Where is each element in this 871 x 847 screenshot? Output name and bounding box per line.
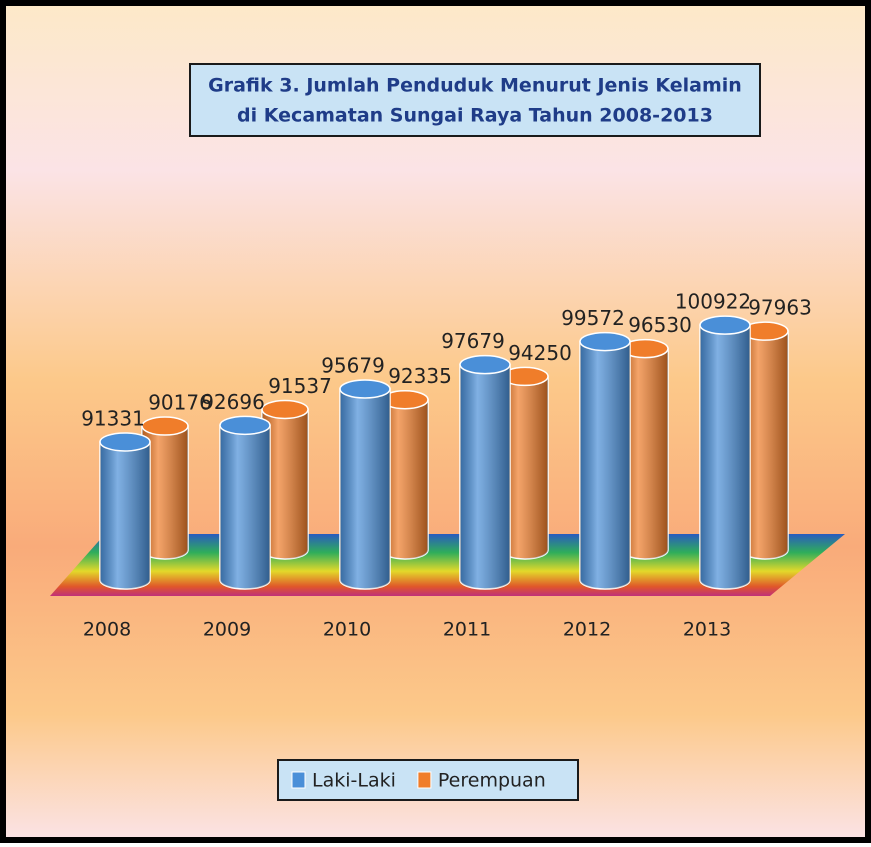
data-label: 94250 [508, 341, 572, 365]
chart-title: di Kecamatan Sungai Raya Tahun 2008-2013 [237, 105, 713, 127]
cylinder-shade [580, 341, 630, 589]
cylinder-shade [220, 425, 270, 589]
legend-swatch [417, 771, 432, 789]
data-label: 97963 [748, 296, 812, 320]
cylinder-shade [700, 325, 750, 589]
x-tick-label: 2013 [683, 619, 731, 641]
title-box [189, 63, 761, 137]
x-tick-label: 2010 [323, 619, 371, 641]
data-label: 97679 [441, 329, 505, 353]
cylinder-top [219, 415, 271, 436]
data-label: 96530 [628, 313, 692, 337]
legend-label: Laki-Laki [312, 770, 396, 792]
legend-swatch [291, 771, 306, 789]
cylinder-shade [340, 389, 390, 589]
cylinder-shade [142, 426, 188, 559]
chart-title: Grafik 3. Jumlah Penduduk Menurut Jenis … [208, 75, 742, 97]
x-tick-label: 2011 [443, 619, 491, 641]
data-label: 92335 [388, 364, 452, 388]
cylinder-top [579, 331, 631, 352]
x-tick-label: 2012 [563, 619, 611, 641]
data-label: 95679 [321, 354, 385, 378]
cylinder-shade [100, 441, 150, 589]
data-label: 99572 [561, 306, 625, 330]
data-label: 90176 [148, 391, 212, 415]
data-label: 91331 [81, 406, 145, 430]
cylinder-shade [262, 409, 308, 559]
cylinder-shade [742, 331, 788, 559]
cylinder-top [261, 399, 309, 420]
data-label: 91537 [268, 374, 332, 398]
cylinder-top [141, 416, 189, 436]
cylinder-top [339, 379, 391, 399]
cylinder-shade [502, 376, 548, 559]
cylinder-top [699, 315, 751, 335]
x-tick-label: 2009 [203, 619, 251, 641]
legend-label: Perempuan [438, 770, 546, 792]
data-label: 92696 [201, 390, 265, 414]
x-tick-label: 2008 [83, 619, 131, 641]
cylinder-shade [460, 364, 510, 589]
data-label: 100922 [675, 290, 751, 314]
cylinder-top [99, 432, 151, 452]
cylinder-shade [622, 348, 668, 559]
cylinder-top [459, 354, 511, 375]
cylinder-shade [382, 399, 428, 559]
